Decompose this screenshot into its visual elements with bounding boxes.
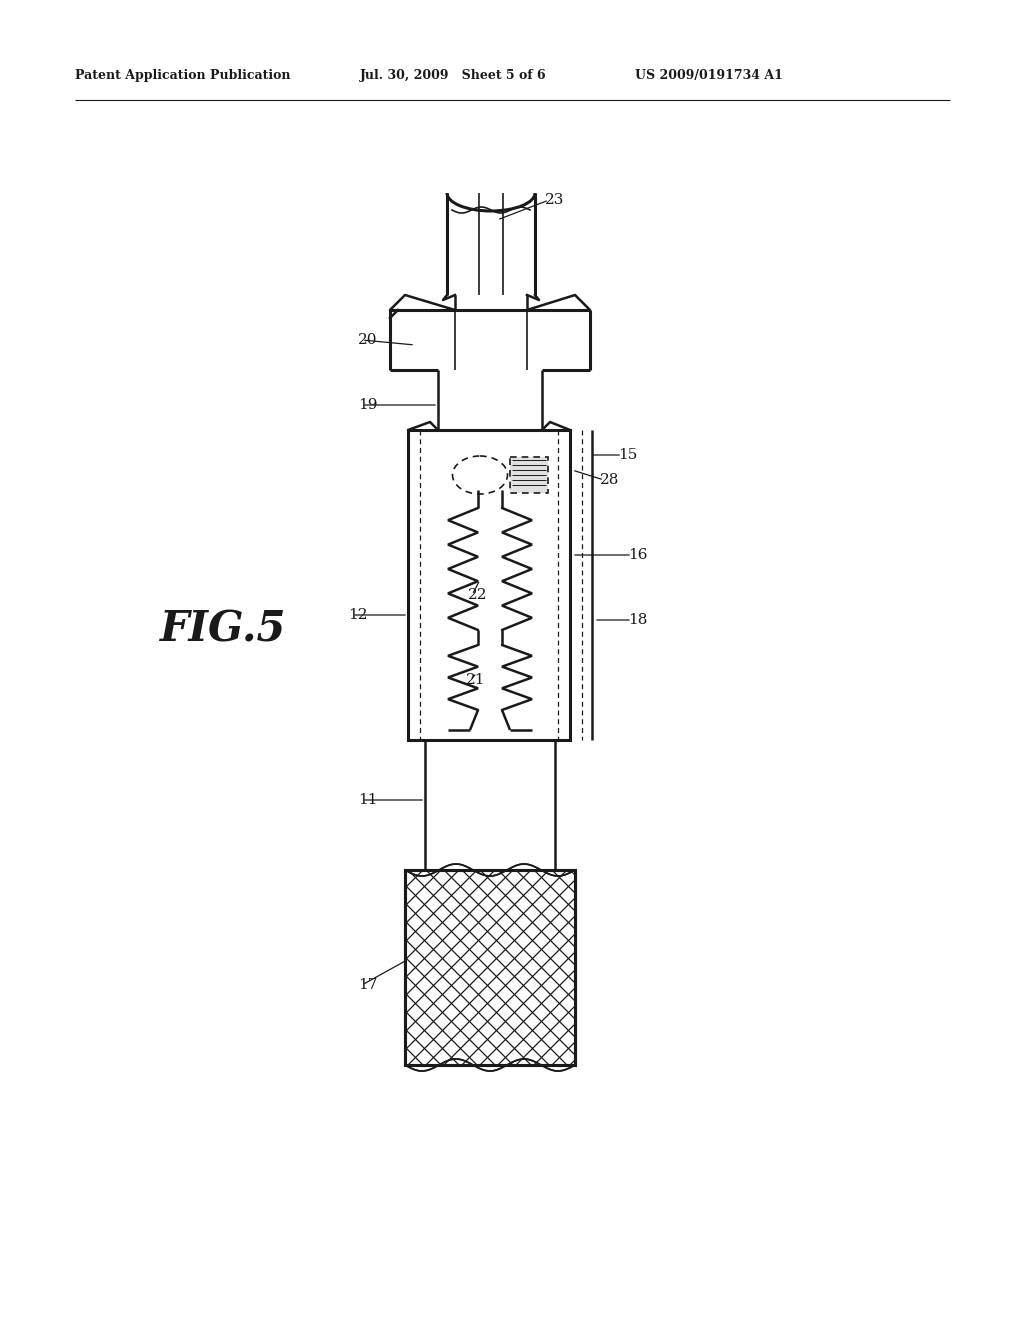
Text: 20: 20 <box>358 333 378 347</box>
Text: 28: 28 <box>600 473 620 487</box>
Text: 23: 23 <box>545 193 564 207</box>
Text: 17: 17 <box>358 978 378 993</box>
Bar <box>406 870 575 1065</box>
Text: 19: 19 <box>358 399 378 412</box>
Text: 16: 16 <box>628 548 647 562</box>
Bar <box>510 457 548 492</box>
Text: 21: 21 <box>466 673 485 686</box>
Text: 11: 11 <box>358 793 378 807</box>
Text: 12: 12 <box>348 609 368 622</box>
Ellipse shape <box>453 455 508 494</box>
Text: Jul. 30, 2009   Sheet 5 of 6: Jul. 30, 2009 Sheet 5 of 6 <box>360 69 547 82</box>
Text: FIG.5: FIG.5 <box>160 609 287 651</box>
Text: US 2009/0191734 A1: US 2009/0191734 A1 <box>635 69 783 82</box>
Bar <box>406 870 575 1065</box>
Text: 18: 18 <box>628 612 647 627</box>
Text: Patent Application Publication: Patent Application Publication <box>75 69 291 82</box>
Text: 22: 22 <box>468 587 487 602</box>
Text: 15: 15 <box>618 447 637 462</box>
Bar <box>408 430 570 741</box>
